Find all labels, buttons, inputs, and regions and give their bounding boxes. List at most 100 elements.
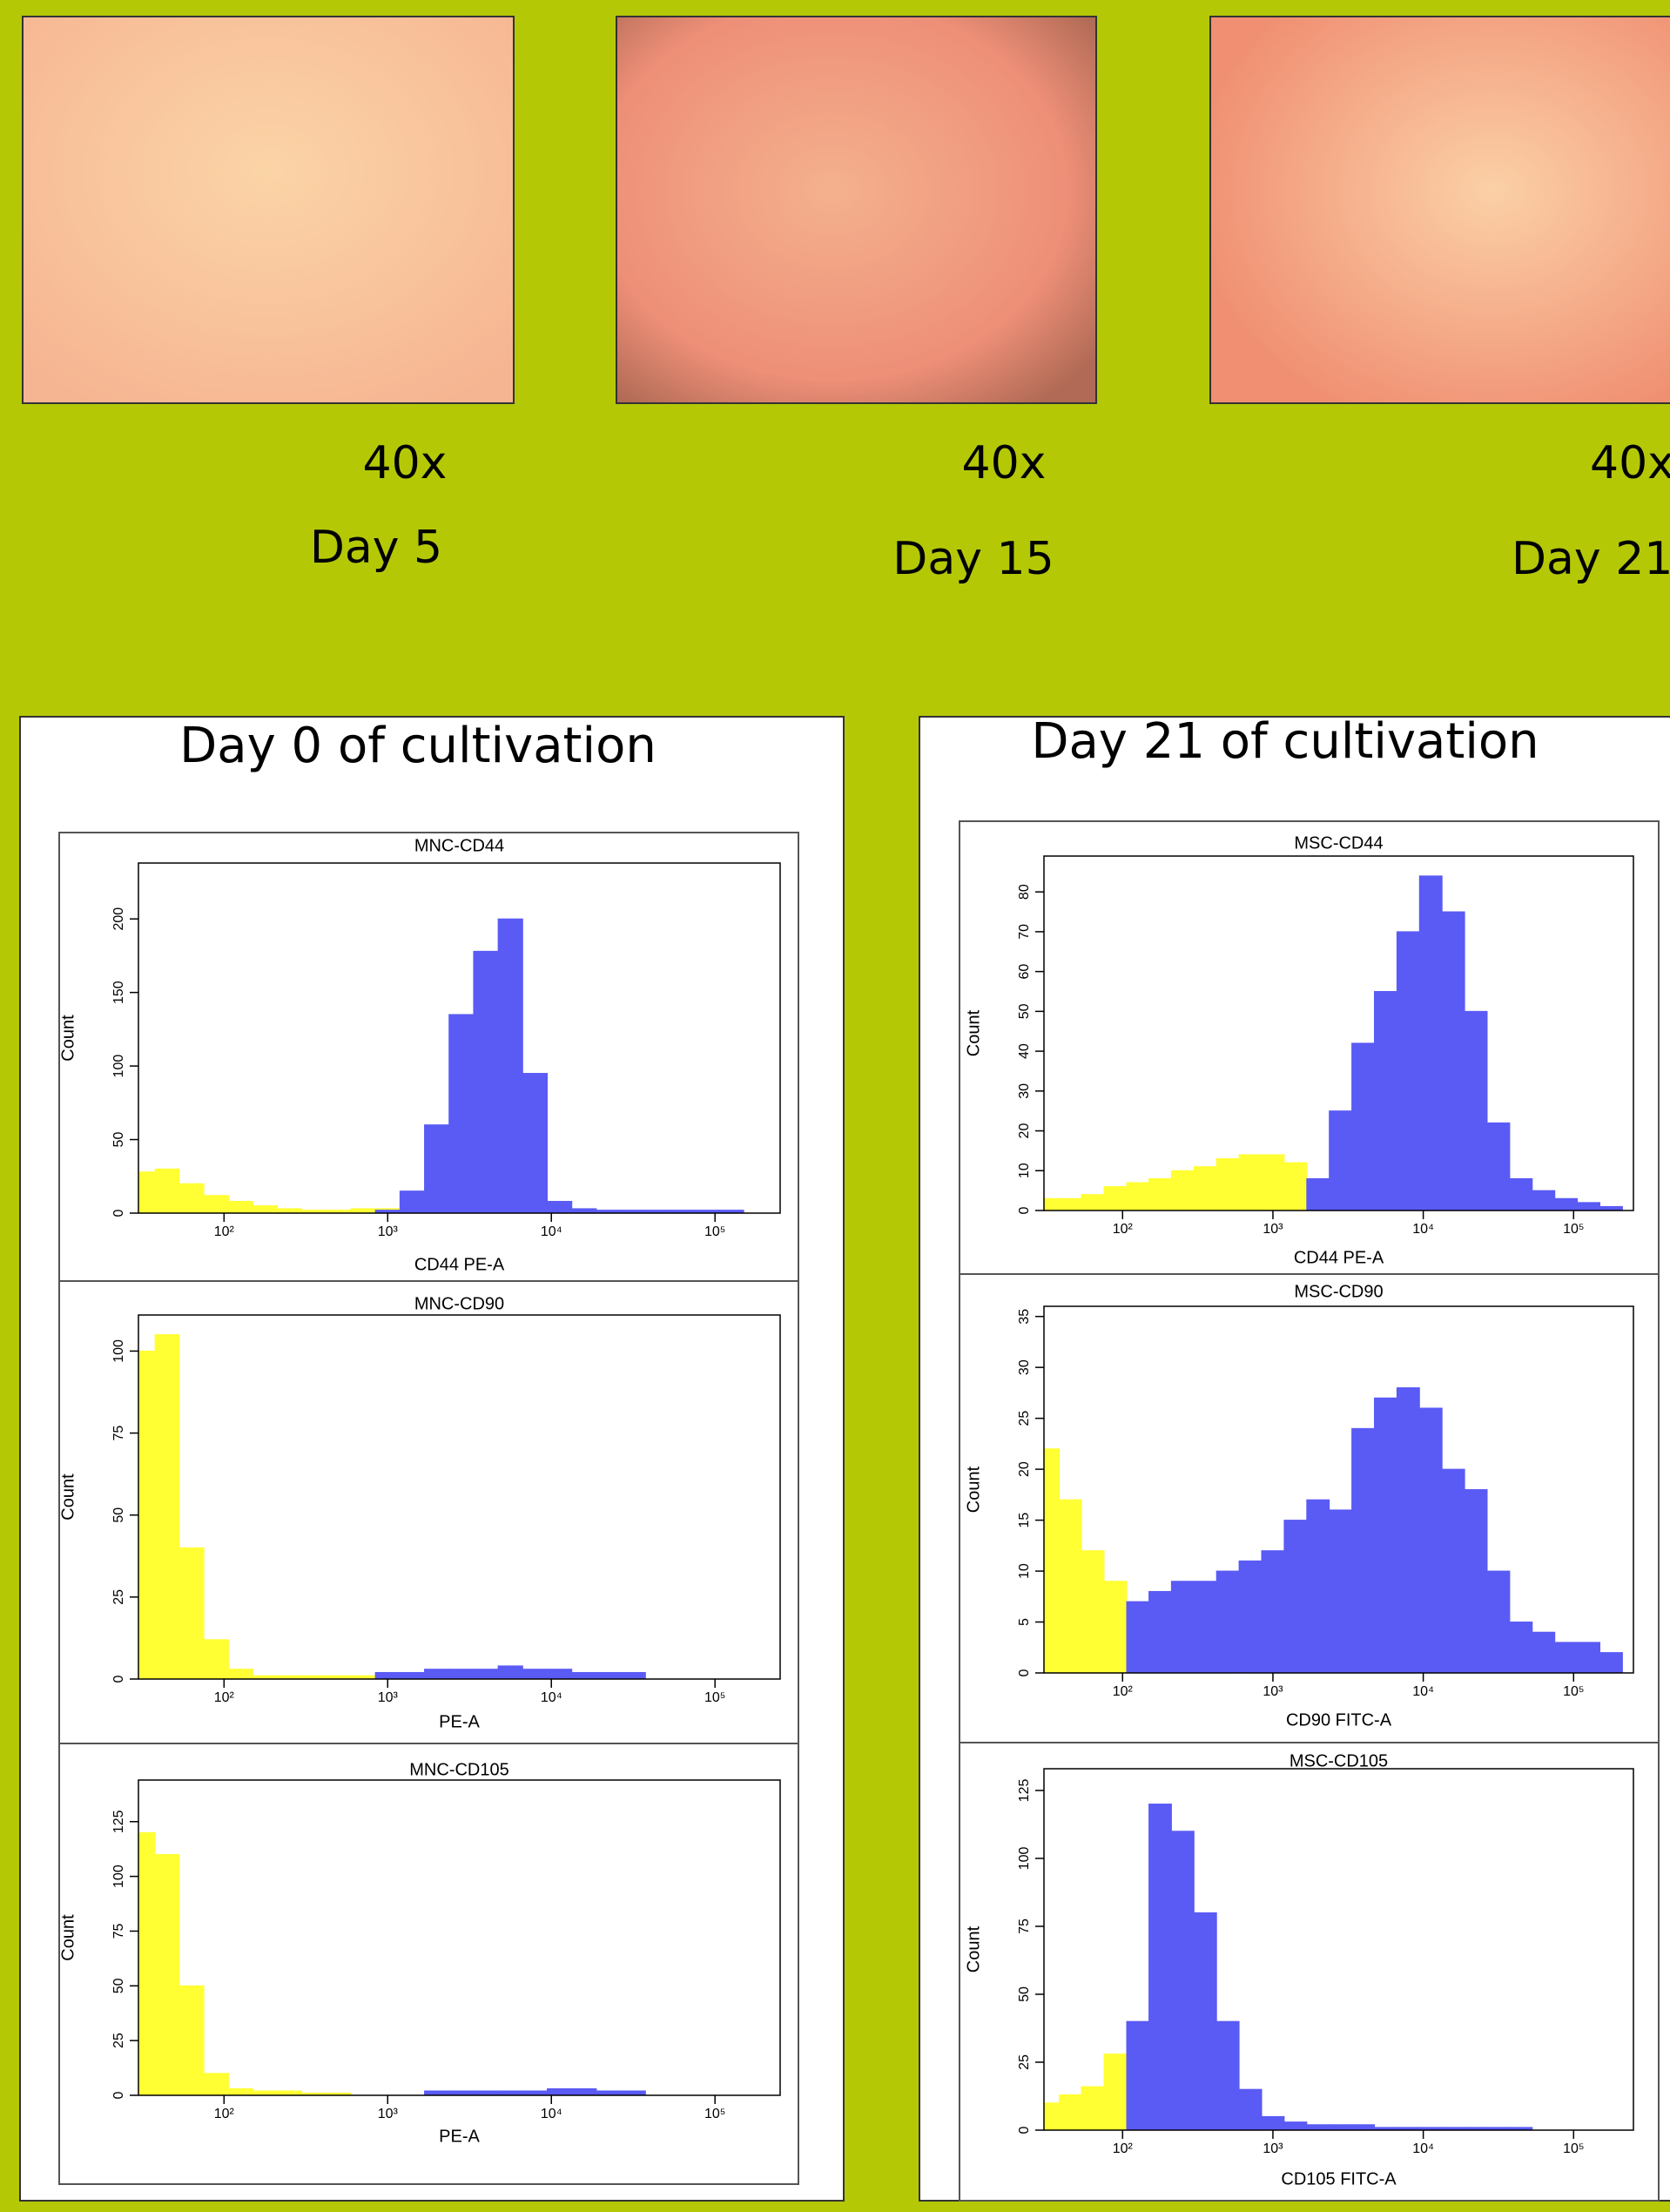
histogram-bin bbox=[1397, 932, 1419, 1211]
histogram-bin bbox=[1532, 1632, 1555, 1673]
y-tick-label: 50 bbox=[1017, 1003, 1032, 1019]
histogram-bin bbox=[228, 1669, 253, 1679]
x-tick-label: 10⁴ bbox=[541, 2107, 562, 2121]
histogram-bin bbox=[1352, 2125, 1375, 2130]
x-tick-label: 10³ bbox=[378, 2107, 399, 2121]
y-tick-label: 200 bbox=[111, 907, 126, 931]
micrograph bbox=[1210, 17, 1670, 403]
y-tick-label: 125 bbox=[1017, 1779, 1032, 1803]
histogram-bin bbox=[474, 1669, 498, 1679]
x-tick-label: 10⁵ bbox=[1563, 2141, 1584, 2156]
y-tick-label: 70 bbox=[1017, 924, 1032, 940]
y-tick-label: 25 bbox=[1017, 1411, 1032, 1426]
y-axis-label: Count bbox=[58, 1474, 77, 1521]
histogram-bin bbox=[1194, 1167, 1216, 1211]
histogram-bin bbox=[522, 1669, 547, 1679]
y-tick-label: 0 bbox=[1017, 1669, 1032, 1676]
y-tick-label: 20 bbox=[1017, 1123, 1032, 1139]
histogram-bin bbox=[1465, 1011, 1487, 1211]
chart-frame bbox=[960, 1743, 1659, 2201]
x-tick-label: 10⁴ bbox=[1412, 2141, 1434, 2156]
histogram-bin bbox=[449, 1015, 474, 1213]
x-axis-label: CD44 PE-A bbox=[414, 1255, 505, 1274]
histogram-bin bbox=[1149, 1804, 1172, 2130]
histogram-bin bbox=[1307, 1500, 1330, 1673]
histogram-bin bbox=[1284, 1163, 1307, 1211]
chart-title: MSC-CD44 bbox=[1294, 833, 1383, 853]
histogram-bin bbox=[1330, 2125, 1352, 2130]
histogram-bin bbox=[228, 2088, 253, 2095]
y-tick-label: 125 bbox=[111, 1810, 126, 1833]
histogram-bin bbox=[375, 1672, 400, 1679]
histogram-bin bbox=[155, 1335, 179, 1679]
micrograph bbox=[23, 17, 514, 403]
y-tick-label: 50 bbox=[111, 1507, 126, 1523]
histogram-bin bbox=[1307, 2125, 1330, 2130]
histogram-bin bbox=[1555, 1198, 1578, 1211]
y-tick-label: 80 bbox=[1017, 884, 1032, 900]
x-axis-label: CD105 FITC-A bbox=[1281, 2169, 1397, 2188]
y-tick-label: 5 bbox=[1017, 1618, 1032, 1626]
x-tick-label: 10⁵ bbox=[1563, 1222, 1584, 1237]
histogram-bin bbox=[1239, 1155, 1262, 1211]
y-tick-label: 75 bbox=[111, 1923, 126, 1939]
histogram-bin bbox=[1216, 1159, 1239, 1211]
y-tick-label: 15 bbox=[1017, 1513, 1032, 1528]
histogram-bin bbox=[155, 1169, 179, 1213]
histogram-bin bbox=[572, 1209, 596, 1213]
y-tick-label: 0 bbox=[111, 2091, 126, 2099]
histogram-bin bbox=[1262, 1155, 1284, 1211]
histogram-bin bbox=[1104, 1581, 1127, 1673]
histogram-bin bbox=[400, 1672, 424, 1679]
histogram-bin bbox=[1081, 1551, 1104, 1673]
histogram-bin bbox=[1374, 991, 1397, 1211]
x-tick-label: 10² bbox=[1113, 1222, 1134, 1237]
y-tick-label: 0 bbox=[111, 1209, 126, 1217]
histogram-bin bbox=[1487, 1571, 1510, 1673]
histogram-bin bbox=[1284, 1521, 1307, 1673]
histogram-bin bbox=[1044, 1449, 1060, 1673]
panel-title: Day 21 of cultivation bbox=[1031, 713, 1539, 770]
photo-label: Day 15 bbox=[892, 533, 1054, 585]
histogram-bin bbox=[621, 1672, 645, 1679]
histogram-bin bbox=[1171, 1581, 1194, 1673]
histogram-bin bbox=[1127, 1183, 1149, 1211]
histogram-bin bbox=[548, 2088, 572, 2095]
histogram-bin bbox=[277, 1209, 301, 1213]
histogram-bin bbox=[425, 1125, 449, 1213]
histogram-bin bbox=[572, 1672, 596, 1679]
histogram-bin bbox=[204, 2074, 228, 2095]
histogram-bin bbox=[1216, 2021, 1239, 2130]
x-tick-label: 10³ bbox=[1263, 1222, 1283, 1237]
histogram-bin bbox=[1239, 1561, 1262, 1673]
photo-label: Day 5 bbox=[310, 522, 442, 574]
x-tick-label: 10² bbox=[214, 1690, 235, 1705]
histogram-bin bbox=[498, 2091, 522, 2095]
histogram-bin bbox=[204, 1196, 228, 1213]
x-tick-label: 10⁵ bbox=[1563, 1684, 1584, 1699]
histogram-bin bbox=[253, 1206, 277, 1213]
histogram-bin bbox=[253, 2091, 277, 2095]
histogram-bin bbox=[277, 2091, 301, 2095]
histogram-bin bbox=[179, 1986, 204, 2095]
y-tick-label: 40 bbox=[1017, 1043, 1032, 1059]
histogram-bin bbox=[1216, 1571, 1239, 1673]
y-tick-label: 35 bbox=[1017, 1309, 1032, 1325]
x-tick-label: 10⁴ bbox=[541, 1224, 562, 1239]
histogram-bin bbox=[1262, 1551, 1284, 1673]
y-tick-label: 25 bbox=[111, 1589, 126, 1605]
x-tick-label: 10² bbox=[214, 2107, 235, 2121]
histogram-bin bbox=[1578, 1642, 1600, 1673]
histogram-bin bbox=[1081, 2087, 1104, 2130]
y-tick-label: 0 bbox=[111, 1675, 126, 1683]
histogram-bin bbox=[1044, 1198, 1060, 1211]
histogram-bin bbox=[138, 1351, 155, 1679]
histogram-bin bbox=[498, 919, 522, 1213]
y-tick-label: 50 bbox=[111, 1978, 126, 1993]
y-tick-label: 20 bbox=[1017, 1461, 1032, 1477]
chart-title: MSC-CD105 bbox=[1290, 1751, 1388, 1770]
photo-magnification: 40x bbox=[962, 437, 1047, 489]
histogram-bin bbox=[1532, 1190, 1555, 1211]
histogram-bin bbox=[1352, 1428, 1375, 1673]
x-tick-label: 10² bbox=[1113, 2141, 1134, 2156]
